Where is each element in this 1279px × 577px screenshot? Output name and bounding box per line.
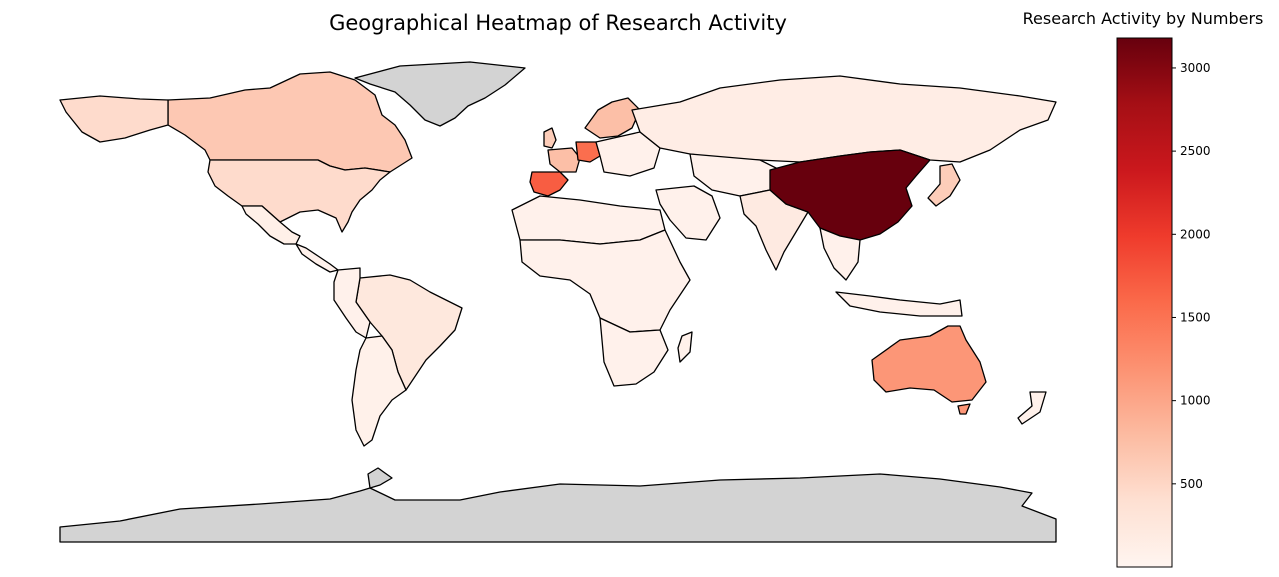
world-map	[59, 61, 1057, 543]
region-central-africa	[519, 229, 691, 333]
region-usa	[207, 159, 391, 233]
colorbar-tick-label: 500	[1180, 477, 1203, 491]
region-new-zealand	[1017, 391, 1047, 425]
region-middle-east	[655, 185, 721, 241]
colorbar-ticks: 500 1000 1500 2000 2500 3000	[1172, 61, 1211, 491]
region-australia	[871, 325, 987, 403]
region-greenland	[354, 61, 526, 127]
colorbar-label: Research Activity by Numbers	[1023, 9, 1264, 28]
colorbar-tick-label: 1500	[1180, 310, 1211, 324]
region-southern-africa	[599, 317, 669, 387]
region-france	[547, 147, 581, 173]
region-central-america	[295, 243, 339, 273]
colorbar-tick-label: 2500	[1180, 144, 1211, 158]
chart-title: Geographical Heatmap of Research Activit…	[329, 11, 787, 35]
region-germany	[575, 141, 601, 163]
colorbar	[1116, 37, 1173, 568]
region-southeast-asia	[819, 227, 861, 281]
region-spain	[529, 171, 569, 197]
region-madagascar	[677, 331, 693, 363]
region-north-africa	[511, 195, 666, 245]
colorbar-tick-label: 3000	[1180, 61, 1211, 75]
region-antarctica	[59, 467, 1057, 543]
region-brazil	[355, 274, 463, 391]
colorbar-tick-label: 2000	[1180, 227, 1211, 241]
region-argentina	[351, 335, 407, 447]
region-russia	[631, 75, 1057, 163]
region-uk	[543, 127, 557, 149]
region-china	[769, 149, 931, 241]
region-japan	[927, 163, 961, 207]
region-alaska	[59, 95, 169, 143]
colorbar-tick-label: 1000	[1180, 394, 1211, 408]
region-indonesia	[835, 291, 963, 317]
region-tasmania	[957, 403, 971, 415]
region-scandinavia	[584, 97, 641, 139]
region-canada	[167, 71, 413, 173]
